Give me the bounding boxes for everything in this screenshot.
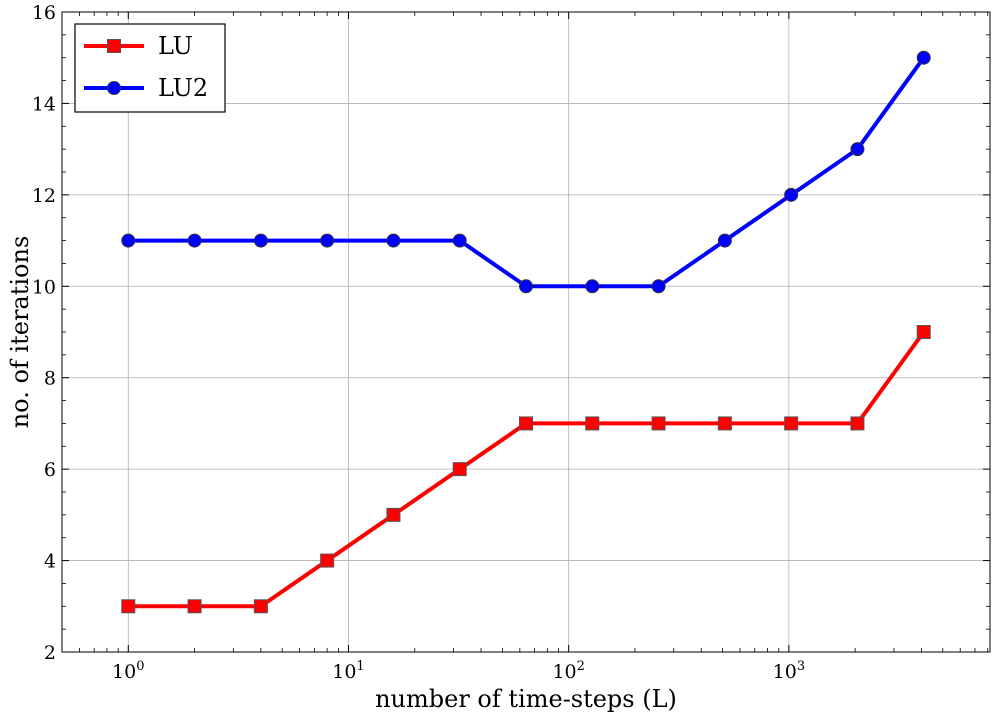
y-tick-label: 8: [44, 368, 56, 390]
data-point-lu: [452, 462, 467, 477]
data-point-lu2: [519, 279, 533, 294]
y-tick-label: 10: [32, 276, 56, 298]
data-point-lu: [253, 599, 268, 614]
data-point-lu: [916, 325, 931, 339]
data-point-lu2: [452, 233, 467, 248]
x-tick-label: 102: [552, 659, 584, 683]
data-point-lu2: [386, 233, 401, 248]
y-tick-label: 2: [44, 642, 56, 664]
y-axis-label: no. of iterations: [6, 236, 34, 429]
legend-marker-lu: [107, 39, 121, 53]
data-point-lu2: [585, 279, 600, 294]
data-point-lu2: [187, 233, 202, 248]
data-point-lu2: [320, 233, 335, 248]
data-point-lu: [121, 599, 136, 614]
data-point-lu: [519, 416, 533, 431]
data-point-lu: [585, 416, 600, 431]
data-point-lu2: [253, 233, 268, 248]
y-tick-label: 4: [44, 551, 56, 573]
data-point-lu2: [916, 50, 931, 65]
legend-box: [74, 23, 226, 113]
grid-lines: [62, 11, 990, 653]
y-tick-label: 16: [32, 2, 56, 24]
y-tick-label: 14: [32, 93, 56, 115]
data-point-lu2: [850, 142, 865, 157]
y-tick-label: 12: [32, 185, 56, 207]
data-point-lu: [386, 507, 401, 522]
data-point-lu2: [651, 279, 666, 294]
data-point-lu: [717, 416, 732, 431]
data-point-lu: [320, 553, 335, 568]
legend: LU LU2: [74, 23, 226, 113]
data-point-lu: [850, 416, 865, 431]
x-axis-label: number of time-steps (L): [375, 685, 677, 713]
x-tick-label: 100: [112, 659, 144, 683]
y-tick-label: 6: [44, 459, 56, 481]
legend-marker-lu2: [107, 81, 121, 95]
legend-label-lu2: LU2: [158, 74, 208, 102]
data-point-lu: [651, 416, 666, 431]
series-layer: [121, 50, 931, 614]
data-point-lu2: [784, 187, 799, 202]
data-point-lu2: [121, 233, 136, 248]
legend-label-lu: LU: [158, 32, 193, 60]
ticks-layer: 2 4 6 8 10 12 14 16 100 101 102 103: [32, 2, 990, 683]
x-tick-label: 101: [332, 659, 364, 683]
data-point-lu: [187, 599, 202, 614]
x-tick-label: 103: [773, 659, 805, 683]
data-point-lu: [784, 416, 799, 431]
data-point-lu2: [717, 233, 732, 248]
